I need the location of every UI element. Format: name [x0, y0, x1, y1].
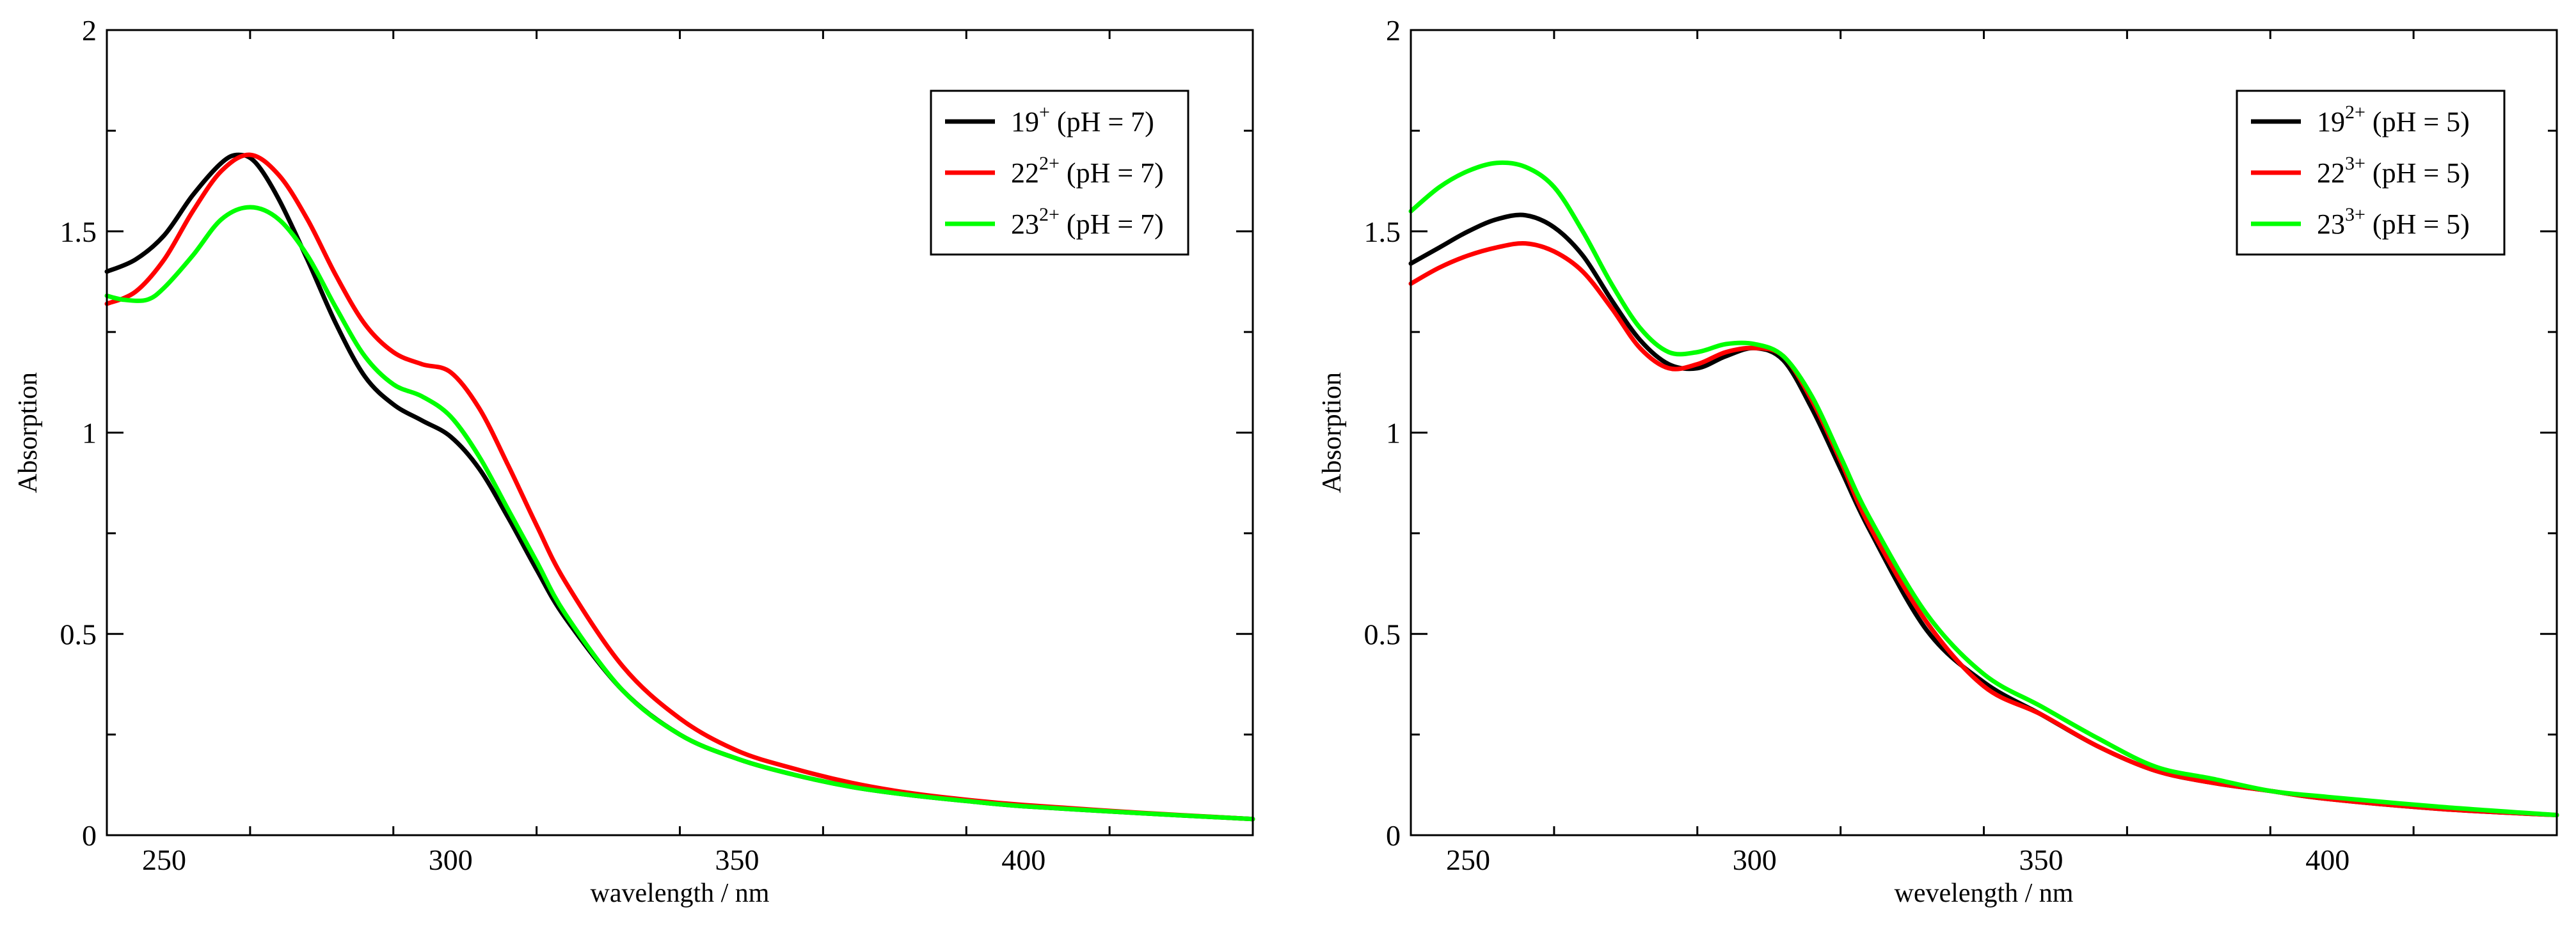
legend-label-base: 23 — [1011, 208, 1039, 240]
series-line-23-3 — [1408, 160, 2559, 817]
x-tick-label: 300 — [429, 844, 473, 876]
y-tick-label: 0.5 — [60, 618, 97, 650]
y-tick-label: 0 — [1386, 819, 1401, 852]
legend-label-condition: (pH = 7) — [1050, 106, 1154, 137]
y-axis-label: Absorption — [13, 372, 43, 493]
legend-label-superscript: 3+ — [2345, 153, 2365, 174]
x-tick-label: 250 — [1446, 844, 1490, 876]
x-axis-label: wavelength / nm — [591, 879, 770, 908]
legend-label-superscript: 2+ — [1039, 204, 1060, 225]
legend-label-base: 23 — [2317, 208, 2345, 240]
y-tick-label: 2 — [1386, 14, 1401, 47]
series-line-23-3 — [104, 205, 1255, 822]
legend-label-base: 22 — [2317, 157, 2345, 189]
legend-label-superscript: 3+ — [2345, 204, 2365, 225]
x-tick-label: 400 — [2305, 844, 2349, 876]
legend-label-base: 19 — [2317, 106, 2345, 137]
y-tick-label: 0.5 — [1364, 618, 1401, 650]
y-tick-label: 0 — [82, 819, 97, 852]
legend-label-base: 22 — [1011, 157, 1039, 189]
x-tick-label: 250 — [142, 844, 186, 876]
legend-label-condition: (pH = 5) — [2365, 157, 2470, 189]
legend-label-superscript: + — [1039, 102, 1050, 123]
y-tick-label: 1.5 — [1364, 216, 1401, 248]
legend-label-condition: (pH = 5) — [2365, 106, 2470, 137]
x-axis-label: wevelength / nm — [1895, 879, 2074, 908]
legend: 192+ (pH = 5)223+ (pH = 5)233+ (pH = 5) — [2236, 90, 2506, 256]
x-tick-label: 350 — [715, 844, 759, 876]
y-tick-label: 1 — [1386, 417, 1401, 450]
x-tick-label: 300 — [1733, 844, 1777, 876]
legend-label-superscript: 2+ — [2345, 102, 2365, 123]
y-tick-label: 2 — [82, 14, 97, 47]
x-tick-label: 350 — [2019, 844, 2063, 876]
legend-entry-3: 232+ (pH = 7) — [1011, 204, 1164, 240]
series-line-22-2 — [1408, 240, 2559, 817]
legend-label-condition: (pH = 7) — [1060, 157, 1164, 189]
legend-entry-1: 19+ (pH = 7) — [1011, 102, 1154, 137]
legend-entry-3: 233+ (pH = 5) — [2317, 204, 2470, 240]
legend: 19+ (pH = 7)222+ (pH = 7)232+ (pH = 7) — [930, 90, 1189, 256]
y-axis-label: Absorption — [1317, 372, 1347, 493]
legend-label-condition: (pH = 5) — [2365, 208, 2470, 240]
series-line-19-1 — [1408, 212, 2559, 817]
y-tick-label: 1.5 — [60, 216, 97, 248]
legend-entry-2: 223+ (pH = 5) — [2317, 153, 2470, 189]
legend-label-superscript: 2+ — [1039, 153, 1060, 174]
x-tick-label: 400 — [1001, 844, 1046, 876]
legend-label-condition: (pH = 7) — [1060, 208, 1164, 240]
chart-panel-2: 250 300 350 400 0 0.5 1 1.5 2 wevelength / nm Abso… — [1317, 14, 2559, 908]
y-tick-label: 1 — [82, 417, 97, 450]
legend-entry-1: 192+ (pH = 5) — [2317, 102, 2470, 137]
legend-label-base: 19 — [1011, 106, 1039, 137]
legend-entry-2: 222+ (pH = 7) — [1011, 153, 1164, 189]
chart-panel-1: 250 300 350 400 0 0.5 1 1.5 2 wavelength / nm Abso… — [13, 14, 1255, 908]
